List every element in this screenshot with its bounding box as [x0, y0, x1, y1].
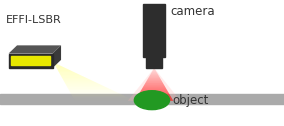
Polygon shape [70, 91, 116, 92]
Polygon shape [60, 75, 82, 76]
Polygon shape [150, 74, 158, 75]
Polygon shape [62, 78, 88, 79]
Polygon shape [72, 95, 125, 96]
Polygon shape [63, 80, 93, 81]
Polygon shape [135, 100, 173, 101]
Polygon shape [53, 62, 55, 63]
Polygon shape [153, 69, 155, 70]
Bar [143, 4, 165, 57]
Polygon shape [141, 90, 168, 91]
Polygon shape [66, 85, 103, 86]
Polygon shape [147, 79, 161, 80]
Polygon shape [62, 77, 87, 78]
Ellipse shape [134, 91, 170, 110]
Polygon shape [146, 81, 162, 82]
Polygon shape [137, 96, 171, 97]
Polygon shape [138, 94, 170, 95]
Polygon shape [148, 78, 161, 79]
Polygon shape [144, 85, 164, 86]
Polygon shape [68, 88, 110, 89]
Bar [9, 54, 53, 68]
Polygon shape [60, 74, 80, 75]
Polygon shape [149, 76, 159, 77]
Polygon shape [143, 87, 166, 88]
Polygon shape [71, 94, 123, 95]
Polygon shape [145, 83, 163, 84]
Polygon shape [128, 68, 180, 101]
Polygon shape [144, 84, 164, 85]
Polygon shape [152, 71, 156, 72]
Polygon shape [70, 93, 120, 94]
Polygon shape [147, 80, 161, 81]
Polygon shape [143, 86, 165, 87]
Polygon shape [153, 70, 156, 71]
Polygon shape [61, 76, 85, 77]
Polygon shape [72, 96, 126, 97]
Polygon shape [136, 98, 172, 99]
Polygon shape [137, 97, 171, 98]
Polygon shape [151, 72, 157, 73]
Polygon shape [67, 87, 108, 88]
Text: camera: camera [170, 5, 215, 18]
Polygon shape [141, 89, 167, 90]
Polygon shape [138, 95, 170, 96]
Polygon shape [54, 64, 59, 65]
Polygon shape [58, 71, 73, 72]
Polygon shape [56, 67, 65, 68]
Text: EFFI-LSBR: EFFI-LSBR [6, 15, 62, 25]
Polygon shape [151, 73, 158, 74]
Polygon shape [149, 77, 160, 78]
Polygon shape [145, 82, 163, 83]
Polygon shape [54, 63, 57, 64]
Polygon shape [139, 92, 169, 93]
Bar [11, 56, 50, 65]
Polygon shape [65, 83, 100, 84]
Text: object: object [173, 94, 209, 107]
Polygon shape [53, 45, 61, 68]
Polygon shape [59, 72, 75, 73]
Polygon shape [55, 65, 60, 66]
Polygon shape [69, 90, 115, 91]
Bar [0, 94, 284, 104]
Polygon shape [140, 91, 168, 92]
Polygon shape [150, 75, 159, 76]
Polygon shape [66, 84, 101, 85]
Polygon shape [58, 70, 72, 71]
Polygon shape [60, 73, 78, 74]
Polygon shape [139, 93, 169, 94]
Polygon shape [62, 79, 90, 80]
Polygon shape [64, 81, 95, 82]
Polygon shape [57, 69, 70, 70]
Polygon shape [56, 66, 63, 67]
Bar [146, 55, 162, 68]
Polygon shape [64, 82, 97, 83]
Polygon shape [68, 89, 111, 90]
Polygon shape [9, 45, 61, 54]
Polygon shape [66, 86, 105, 87]
Polygon shape [57, 68, 67, 69]
Polygon shape [142, 88, 166, 89]
Polygon shape [70, 92, 118, 93]
Polygon shape [136, 99, 172, 100]
